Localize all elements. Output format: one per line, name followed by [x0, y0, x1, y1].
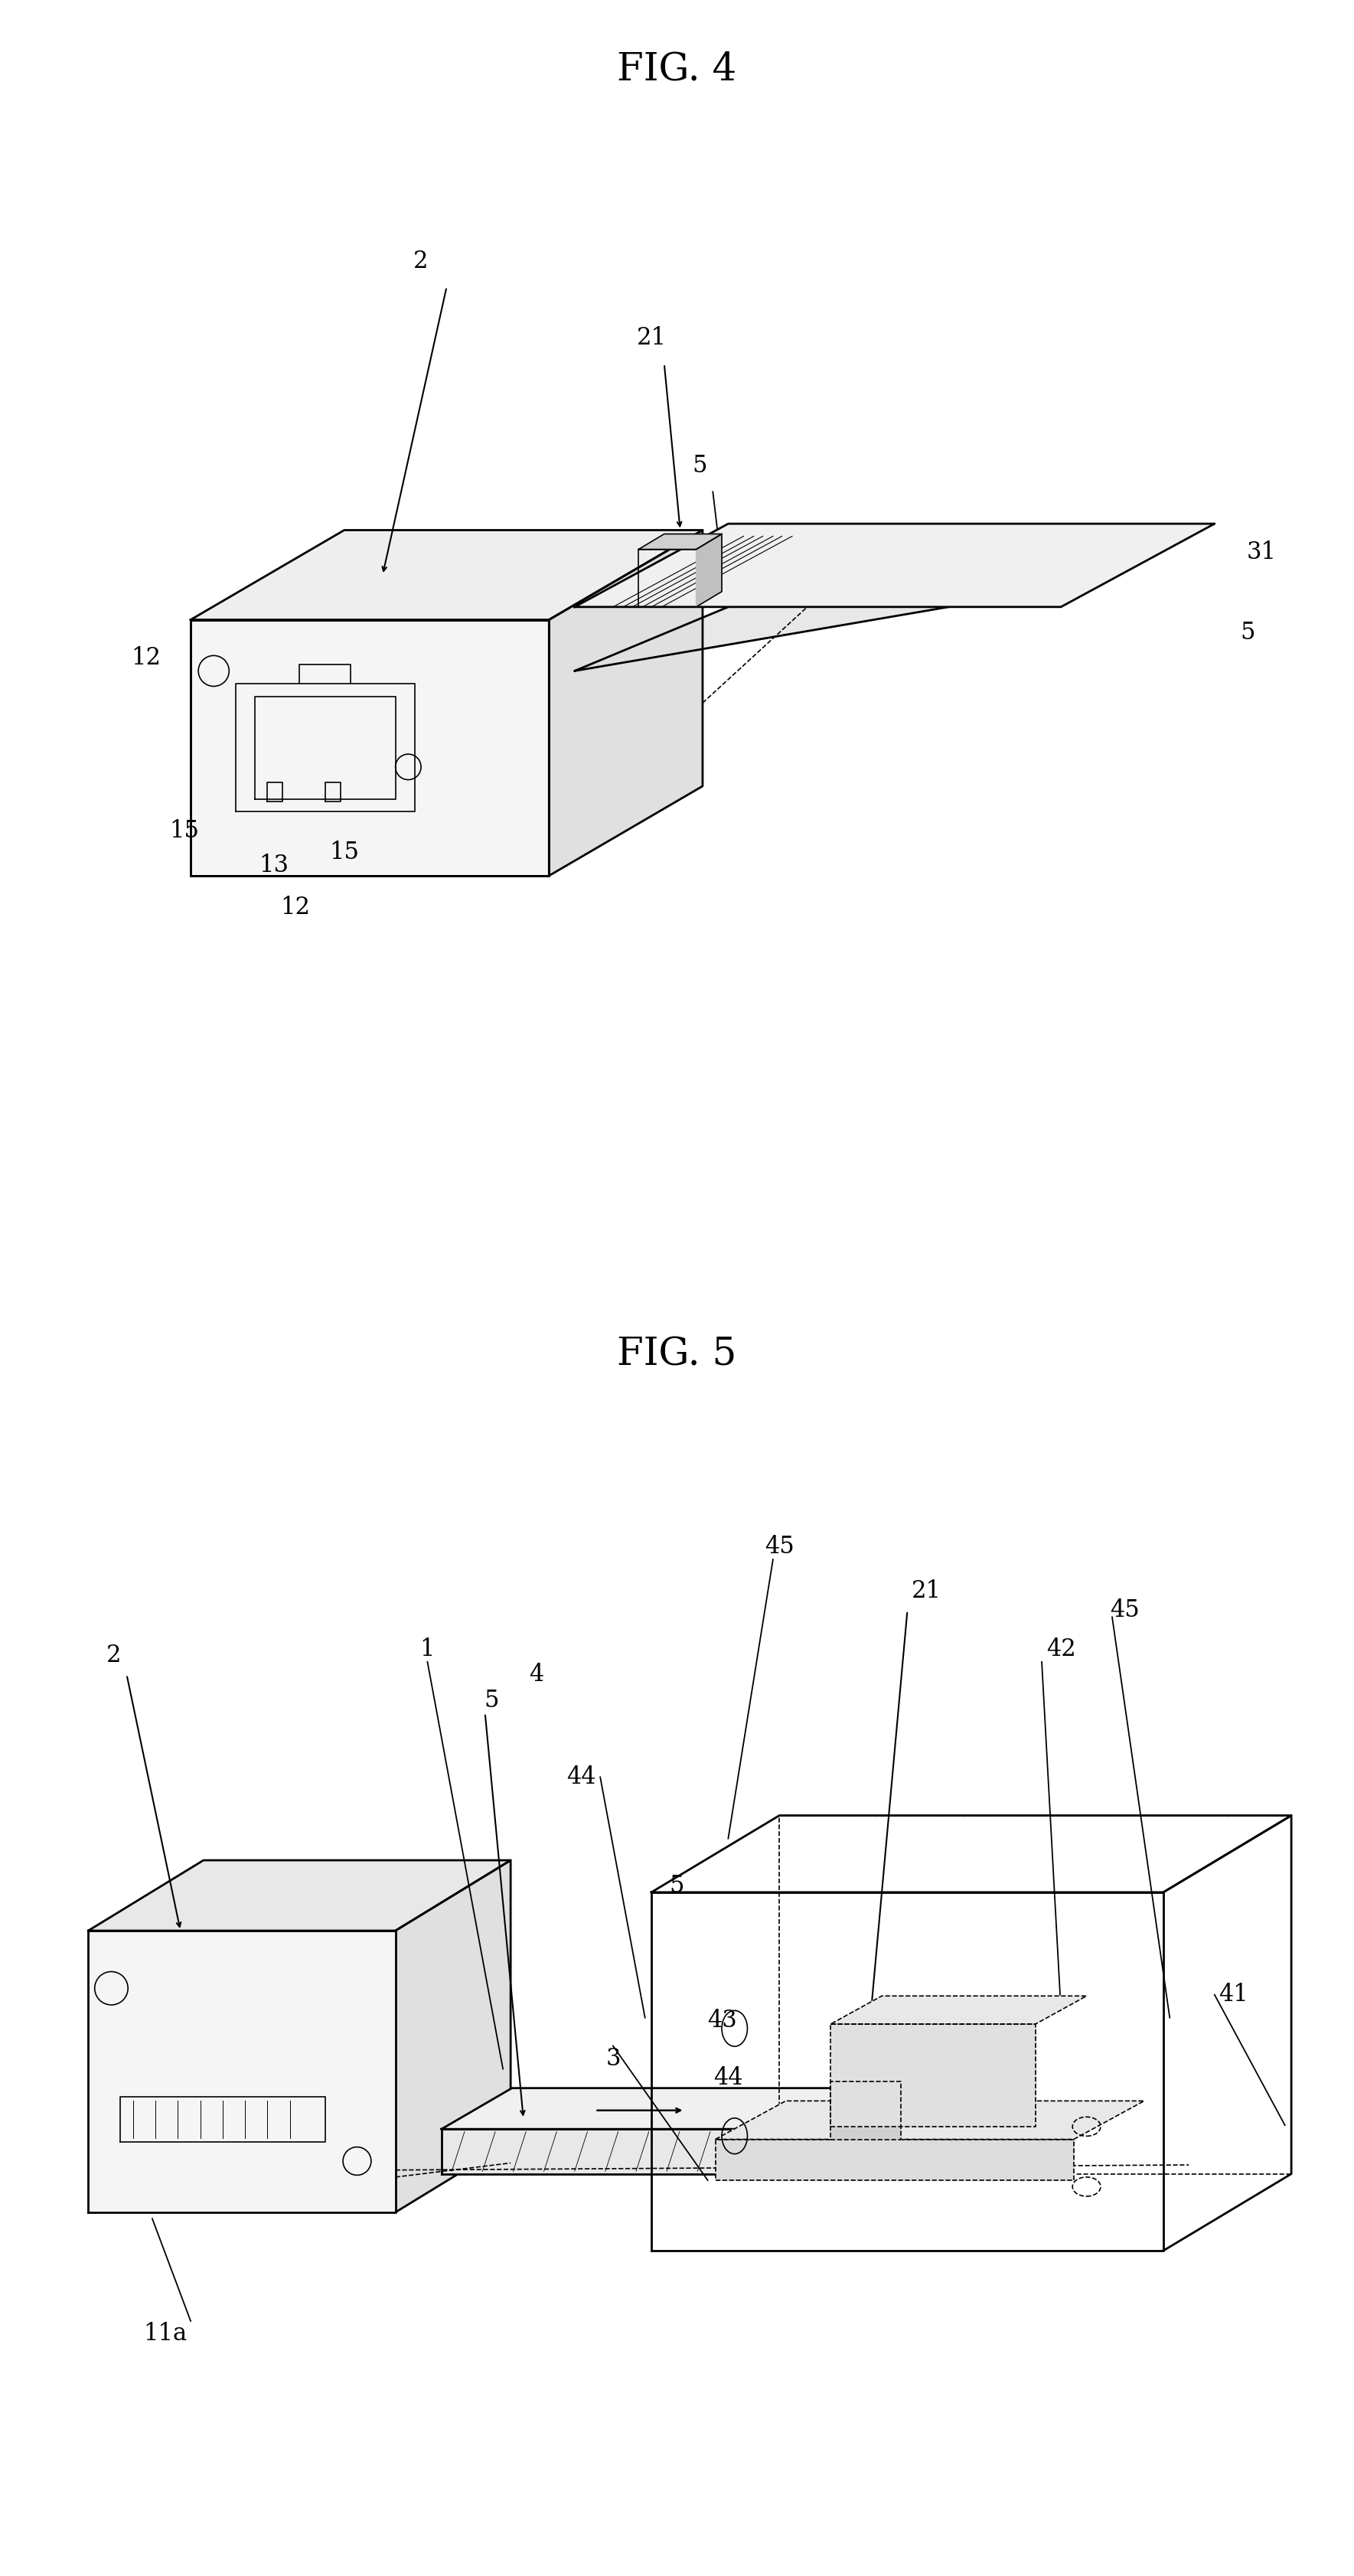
Text: 3: 3	[605, 2048, 620, 2071]
Text: 43: 43	[707, 2009, 737, 2032]
Polygon shape	[639, 533, 722, 549]
Polygon shape	[830, 2081, 900, 2138]
Text: 21: 21	[636, 327, 666, 350]
Polygon shape	[88, 1860, 510, 1929]
Text: FIG. 5: FIG. 5	[617, 1337, 737, 1373]
Polygon shape	[715, 2138, 1074, 2179]
Text: 2: 2	[413, 250, 428, 273]
Text: 45: 45	[765, 1535, 795, 1558]
Polygon shape	[441, 2089, 922, 2130]
Polygon shape	[574, 523, 1215, 670]
Text: 44: 44	[566, 1765, 596, 1788]
Text: 21: 21	[911, 1579, 941, 1602]
Text: 5: 5	[693, 453, 708, 479]
Text: FIG. 4: FIG. 4	[617, 52, 737, 88]
Text: 2: 2	[107, 1643, 122, 1667]
Polygon shape	[88, 1929, 395, 2213]
Polygon shape	[830, 1996, 1086, 2025]
Polygon shape	[548, 531, 703, 876]
Polygon shape	[574, 523, 1215, 608]
Text: 41: 41	[1219, 1984, 1248, 2007]
Text: 5: 5	[483, 1687, 498, 1713]
Polygon shape	[191, 621, 548, 876]
Text: 4: 4	[529, 1662, 543, 1687]
Text: 12: 12	[131, 647, 161, 670]
Polygon shape	[715, 2102, 1144, 2138]
Polygon shape	[441, 2130, 852, 2174]
Text: 31: 31	[1247, 541, 1277, 564]
Polygon shape	[395, 1860, 510, 2213]
Text: 42: 42	[1047, 1638, 1076, 1662]
Text: 1: 1	[420, 1638, 435, 1662]
Text: 15: 15	[169, 819, 199, 842]
Text: 12: 12	[280, 896, 310, 920]
Polygon shape	[696, 533, 722, 608]
Text: 45: 45	[1110, 1600, 1140, 1623]
Text: 5: 5	[669, 1873, 685, 1899]
Text: 44: 44	[714, 2066, 743, 2089]
Text: 15: 15	[329, 840, 359, 866]
Text: 13: 13	[259, 853, 288, 878]
Polygon shape	[830, 2025, 1036, 2128]
Polygon shape	[191, 531, 703, 621]
Text: 5: 5	[1240, 621, 1255, 644]
Text: 11a: 11a	[144, 2321, 187, 2347]
